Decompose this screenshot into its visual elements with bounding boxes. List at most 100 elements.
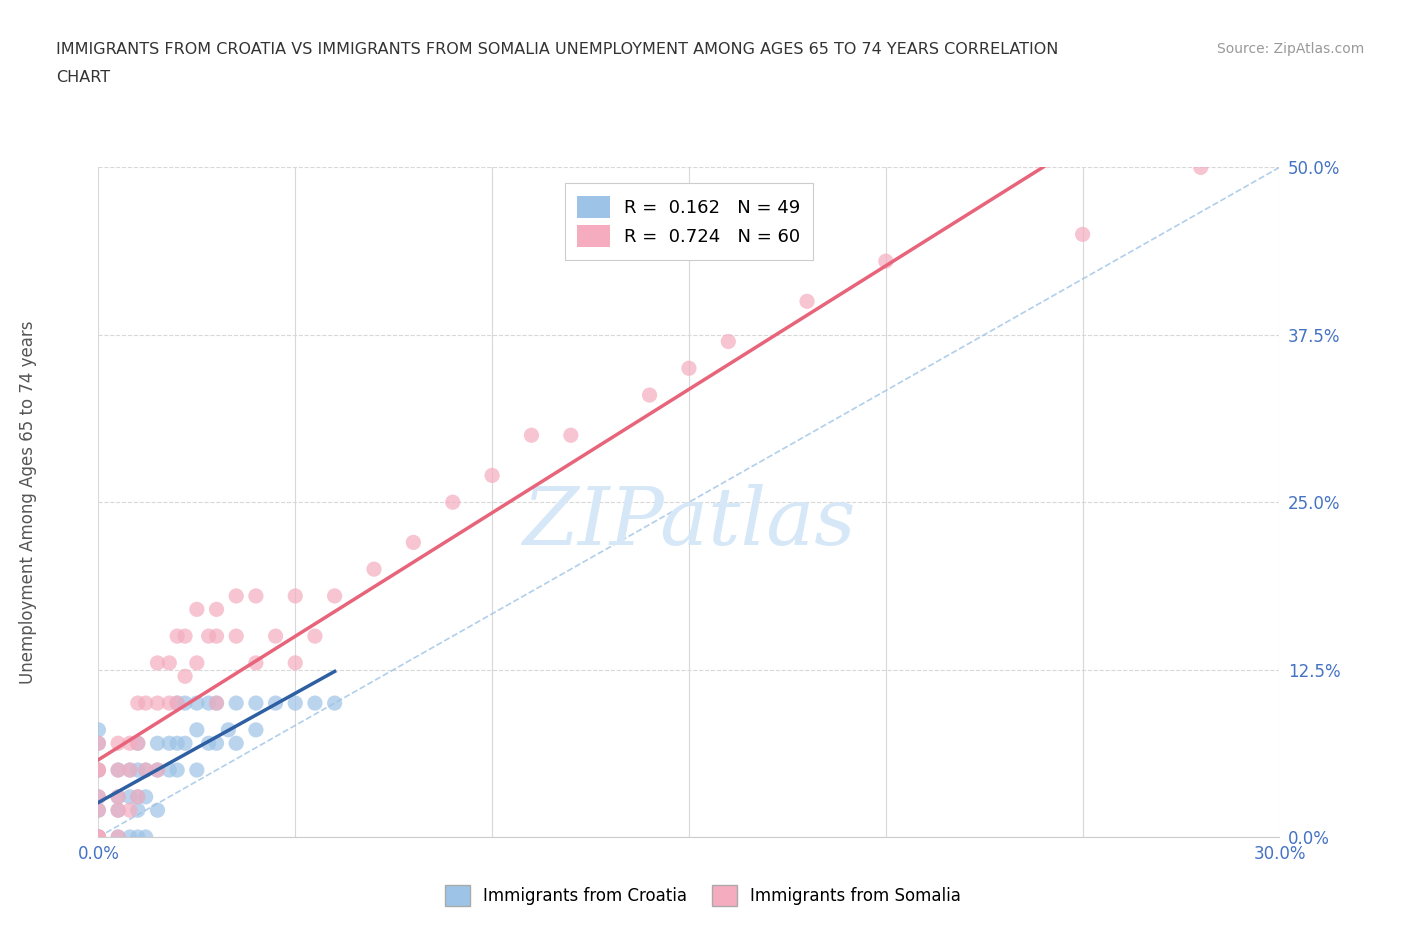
Point [205,602,228,617]
Point [87,830,110,844]
Point [717,334,740,349]
Point [87,830,110,844]
Point [135,790,157,804]
Point [107,803,129,817]
Point [363,562,385,577]
Point [402,535,425,550]
Point [87,736,110,751]
Point [127,763,149,777]
Point [127,736,149,751]
Point [166,763,188,777]
Point [87,736,110,751]
Point [118,736,141,751]
Point [157,656,180,671]
Point [135,763,157,777]
Text: Unemployment Among Ages 65 to 74 years: Unemployment Among Ages 65 to 74 years [20,321,37,684]
Point [87,803,110,817]
Point [107,830,129,844]
Point [245,589,267,604]
Point [174,629,197,644]
Point [127,830,149,844]
Point [174,736,197,751]
Point [205,696,228,711]
Point [127,790,149,804]
Text: IMMIGRANTS FROM CROATIA VS IMMIGRANTS FROM SOMALIA UNEMPLOYMENT AMONG AGES 65 TO: IMMIGRANTS FROM CROATIA VS IMMIGRANTS FR… [56,42,1059,57]
Point [118,803,141,817]
Point [87,763,110,777]
Point [166,736,188,751]
Point [304,629,326,644]
Point [205,736,228,751]
Point [135,696,157,711]
Point [284,696,307,711]
Point [225,696,247,711]
Legend: Immigrants from Croatia, Immigrants from Somalia: Immigrants from Croatia, Immigrants from… [439,879,967,912]
Point [87,830,110,844]
Point [87,830,110,844]
Point [87,830,110,844]
Point [166,696,188,711]
Point [245,696,267,711]
Text: Source: ZipAtlas.com: Source: ZipAtlas.com [1216,42,1364,56]
Legend: R =  0.162   N = 49, R =  0.724   N = 60: R = 0.162 N = 49, R = 0.724 N = 60 [565,183,813,259]
Text: ZIPatlas: ZIPatlas [522,484,856,561]
Point [304,696,326,711]
Point [186,723,208,737]
Point [87,723,110,737]
Point [107,763,129,777]
Point [107,736,129,751]
Point [87,763,110,777]
Point [225,629,247,644]
Point [197,736,219,751]
Point [678,361,700,376]
Point [157,736,180,751]
Point [205,629,228,644]
Point [118,763,141,777]
Point [197,696,219,711]
Point [225,736,247,751]
Point [197,629,219,644]
Point [1189,160,1212,175]
Point [118,790,141,804]
Point [107,763,129,777]
Point [284,589,307,604]
Point [157,696,180,711]
Point [87,763,110,777]
Point [87,803,110,817]
Point [146,696,169,711]
Point [146,763,169,777]
Point [146,656,169,671]
Point [87,790,110,804]
Point [481,468,503,483]
Text: CHART: CHART [56,70,110,85]
Point [174,669,197,684]
Point [520,428,543,443]
Point [157,763,180,777]
Point [107,790,129,804]
Point [186,763,208,777]
Point [127,736,149,751]
Point [245,723,267,737]
Point [87,830,110,844]
Point [146,763,169,777]
Point [135,830,157,844]
Point [166,629,188,644]
Point [441,495,464,510]
Point [264,629,287,644]
Point [166,696,188,711]
Point [174,696,197,711]
Point [127,803,149,817]
Point [146,736,169,751]
Point [87,830,110,844]
Point [186,656,208,671]
Point [217,723,239,737]
Point [127,696,149,711]
Point [284,656,307,671]
Point [135,763,157,777]
Point [87,790,110,804]
Point [118,763,141,777]
Point [107,830,129,844]
Point [107,803,129,817]
Point [127,790,149,804]
Point [560,428,582,443]
